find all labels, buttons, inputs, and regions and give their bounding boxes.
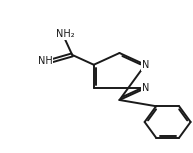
Text: N: N [141, 83, 149, 93]
Text: NH₂: NH₂ [56, 29, 74, 39]
Text: NH: NH [38, 56, 52, 66]
Text: N: N [141, 60, 149, 70]
